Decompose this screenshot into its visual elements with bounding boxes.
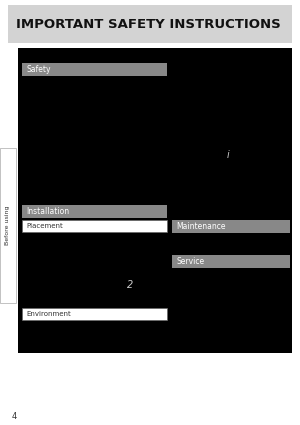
Bar [0, 148, 16, 303]
Bar [172, 220, 290, 233]
Bar [22, 63, 167, 76]
Text: Environment: Environment [26, 311, 71, 317]
Text: Service: Service [176, 257, 205, 266]
Text: Before using: Before using [5, 206, 10, 245]
Text: Safety: Safety [26, 65, 51, 74]
Text: Maintenance: Maintenance [176, 222, 226, 231]
Bar [22, 205, 167, 218]
Text: 2: 2 [127, 280, 133, 290]
Bar [8, 5, 292, 43]
Text: Placement: Placement [26, 223, 63, 229]
Text: 4: 4 [12, 412, 17, 421]
Bar [18, 48, 292, 353]
Text: Installation: Installation [26, 207, 70, 216]
Text: i: i [226, 150, 230, 160]
Bar [172, 255, 290, 268]
Bar [22, 308, 167, 320]
Text: IMPORTANT SAFETY INSTRUCTIONS: IMPORTANT SAFETY INSTRUCTIONS [16, 17, 280, 31]
Bar [22, 220, 167, 232]
